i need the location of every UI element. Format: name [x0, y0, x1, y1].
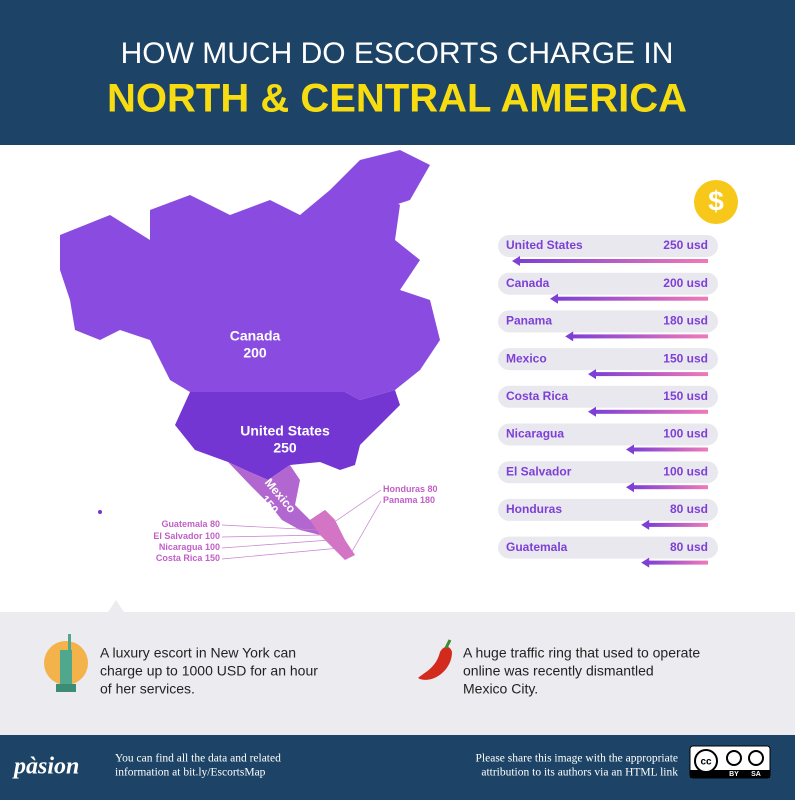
- note-line: charge up to 1000 USD for an hour: [100, 663, 318, 679]
- value-label: 180 usd: [663, 314, 708, 328]
- map-label-name: Canada: [230, 328, 281, 344]
- category-label: Costa Rica: [506, 389, 568, 403]
- arrow-head: [588, 406, 596, 417]
- map-label-name: Honduras: [383, 484, 425, 494]
- map-label-value: 150: [205, 553, 220, 563]
- coin-symbol: $: [708, 185, 724, 216]
- note-line: online was recently dismantled: [463, 663, 654, 679]
- bar: [571, 334, 708, 339]
- license-label: BY: [729, 771, 739, 778]
- bar-pill: [498, 423, 718, 446]
- leader-line: [221, 534, 323, 538]
- category-label: Panama: [506, 314, 552, 328]
- value-label: 150 usd: [663, 389, 708, 403]
- arrow-head: [550, 293, 558, 304]
- value-label: 250 usd: [663, 238, 708, 252]
- arrow-head: [626, 482, 634, 493]
- bar-pill: [498, 272, 718, 295]
- leader-line: [221, 524, 319, 531]
- arrow-head: [641, 519, 650, 530]
- footer-right: Please share this image with the appropr…: [476, 753, 678, 765]
- map-label-value: 100: [205, 531, 220, 541]
- map-label-value: 100: [205, 542, 220, 552]
- leader-line: [221, 547, 341, 560]
- bar: [647, 522, 708, 527]
- note-line: A luxury escort in New York can: [100, 645, 296, 661]
- map-label-name: Guatemala: [161, 519, 208, 529]
- logo: pàsion: [12, 754, 79, 780]
- arrow-head: [641, 557, 650, 568]
- cc-badge: cc: [689, 745, 771, 779]
- footer-left: You can find all the data and related: [115, 753, 281, 765]
- bar: [518, 259, 708, 263]
- value-label: 80 usd: [670, 540, 708, 554]
- map-label-name: United States: [240, 423, 330, 439]
- map-label-value: 200: [243, 345, 267, 361]
- value-label: 150 usd: [663, 351, 708, 365]
- map-label-value: 180: [420, 495, 435, 505]
- category-label: Honduras: [506, 502, 562, 516]
- note-line: Mexico City.: [463, 681, 538, 697]
- leader-line: [329, 489, 382, 526]
- category-label: Canada: [506, 276, 550, 290]
- title-line1: HOW MUCH DO ESCORTS CHARGE IN: [121, 37, 674, 70]
- bar-pill: [498, 235, 718, 257]
- svg-text:cc: cc: [700, 757, 712, 768]
- pointer: [108, 600, 124, 612]
- leader-line: [349, 500, 382, 556]
- leader-line: [221, 539, 331, 549]
- map-label: Panama 180: [383, 495, 435, 505]
- notes-band: [0, 612, 795, 735]
- arrow-head: [626, 444, 634, 455]
- footer-right: attribution to its authors via an HTML l…: [481, 767, 678, 779]
- bar-pill: [498, 348, 718, 371]
- map-label-value: 80: [428, 484, 438, 494]
- bar: [632, 485, 708, 490]
- note-line: of her services.: [100, 681, 195, 697]
- footer-left: information at bit.ly/EscortsMap: [115, 767, 266, 779]
- value-label: 100 usd: [663, 427, 708, 441]
- bar-pill: [498, 461, 718, 484]
- arrow-head: [512, 256, 520, 266]
- map-label-value: 250: [273, 440, 297, 456]
- chili-icon: [418, 639, 452, 680]
- map-label-name: Costa Rica: [156, 553, 204, 563]
- bar-pill: [498, 310, 718, 333]
- map-label-value: 80: [210, 519, 220, 529]
- bar-pill: [498, 385, 718, 408]
- arrow-head: [588, 369, 596, 380]
- map-label: Nicaragua 100: [159, 542, 220, 552]
- bar: [647, 560, 708, 565]
- category-label: Guatemala: [506, 540, 568, 554]
- map-label: Costa Rica 150: [156, 553, 220, 563]
- value-label: 80 usd: [670, 502, 708, 516]
- arrow-head: [565, 331, 574, 342]
- bar-pill: [498, 498, 718, 521]
- category-label: Nicaragua: [506, 427, 564, 441]
- map-label-name: El Salvador: [153, 531, 203, 541]
- title-line2: NORTH & CENTRAL AMERICA: [107, 77, 687, 121]
- category-label: El Salvador: [506, 464, 572, 478]
- category-label: Mexico: [506, 351, 547, 365]
- coin: [694, 180, 738, 224]
- map-label-name: Panama: [383, 495, 419, 505]
- note-line: A huge traffic ring that used to operate: [463, 645, 700, 661]
- license-label: SA: [751, 771, 761, 778]
- bar: [594, 409, 708, 414]
- map-label: Honduras 80: [383, 484, 438, 494]
- bar-pill: [498, 536, 718, 559]
- statue-icon: [44, 634, 88, 692]
- map-label: El Salvador 100: [153, 531, 220, 541]
- map-label-name: Nicaragua: [159, 542, 204, 552]
- value-label: 200 usd: [663, 276, 708, 290]
- bar: [632, 447, 708, 452]
- bar: [594, 372, 708, 377]
- category-label: United States: [506, 238, 583, 252]
- map: [60, 150, 440, 560]
- value-label: 100 usd: [663, 464, 708, 478]
- map-label: Guatemala 80: [161, 519, 220, 529]
- bar: [556, 296, 708, 301]
